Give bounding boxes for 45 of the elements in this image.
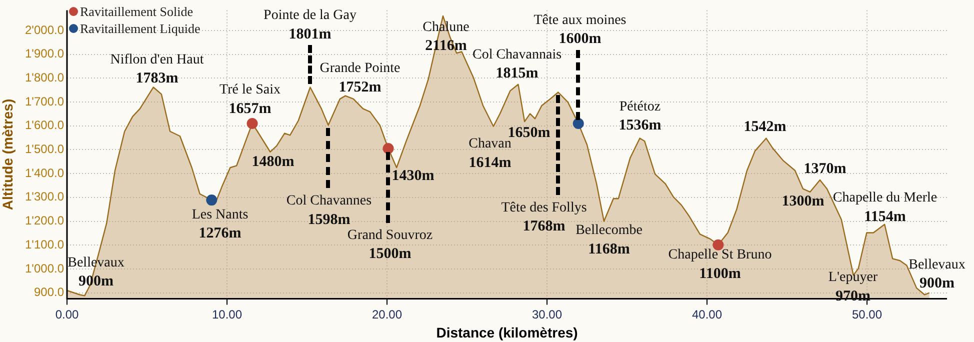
annotation: 1370m xyxy=(804,161,847,178)
annotation: Pététoz 1536m xyxy=(618,99,662,134)
y-tick-label: 1'600.0 xyxy=(25,118,64,132)
annotation: Tête aux moines 1600m xyxy=(534,13,626,48)
annotation: Niflon d'en Haut 1783m xyxy=(110,52,204,86)
annotation: 1480m xyxy=(252,154,295,170)
x-tick-label: 30.00 xyxy=(532,307,562,322)
annotation: Tré le Saix 1657m xyxy=(220,82,280,117)
annotation: Chapelle du Merle 1154m xyxy=(832,190,938,225)
point xyxy=(382,143,394,154)
annotation: 1300m xyxy=(782,193,825,210)
annotation: Pointe de la Gay 1801m xyxy=(264,8,356,42)
y-tick-label: 1'800.0 xyxy=(25,70,64,84)
x-tick-label: 10.00 xyxy=(212,307,242,322)
annotation: Chapelle St Bruno 1100m xyxy=(668,248,772,282)
x-tick-label: 0.00 xyxy=(55,307,79,322)
y-tick-label: 1'400.0 xyxy=(25,166,64,180)
y-tick-label: 1'700.0 xyxy=(25,94,64,108)
y-tick-label: 1'900.0 xyxy=(25,46,64,61)
annotation: Col Chavannais 1815m xyxy=(472,47,562,82)
annotation: Bellevaux 900m xyxy=(908,257,966,292)
y-tick-label: 1'300.0 xyxy=(25,190,64,204)
annotation: Les Nants 1276m xyxy=(192,207,248,242)
annotation: 1430m xyxy=(392,168,435,184)
y-tick-label: 2'000.0 xyxy=(25,22,64,37)
x-tick-label: 40.00 xyxy=(692,307,722,322)
point xyxy=(246,118,258,129)
y-tick-label: 1'000.0 xyxy=(25,261,64,276)
y-tick-label: 1'500.0 xyxy=(25,142,64,156)
point xyxy=(572,118,584,129)
annotation: 1542m xyxy=(744,118,787,135)
point xyxy=(206,194,218,206)
y-tick-label: 900.0 xyxy=(34,285,64,300)
legend-label: Ravitaillement Liquide xyxy=(80,20,200,36)
y-tick-label: 1'200.0 xyxy=(25,214,64,228)
y-tick-label: 1'100.0 xyxy=(25,237,64,252)
x-axis-title: Distance (kilomètres) xyxy=(436,324,578,340)
annotation: Grande Pointe 1752m xyxy=(320,61,400,96)
x-tick-label: 50.00 xyxy=(852,307,882,322)
annotation: Grand Souvroz 1500m xyxy=(347,228,433,262)
legend-label: Ravitaillement Solide xyxy=(80,4,194,20)
annotation: Col Chavannes 1598m xyxy=(286,194,372,228)
x-tick-label: 20.00 xyxy=(372,307,402,322)
annotation: Bellecombe 1168m xyxy=(576,223,642,258)
y-axis-title: Altitude (mètres) xyxy=(0,98,16,210)
